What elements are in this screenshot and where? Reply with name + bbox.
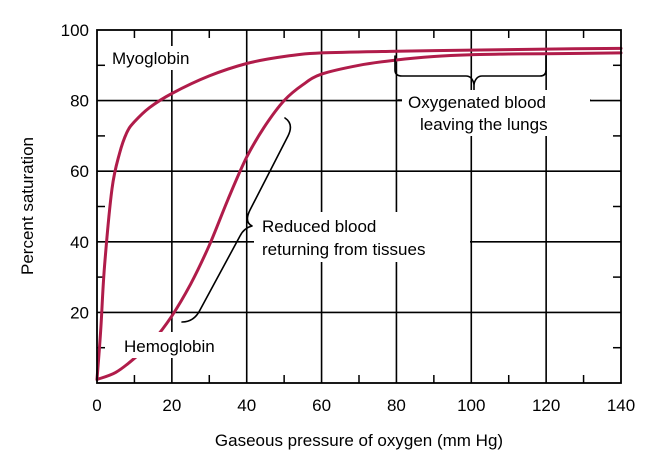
x-axis-label: Gaseous pressure of oxygen (mm Hg) [215, 431, 503, 450]
x-tick-label: 20 [162, 396, 181, 415]
hemoglobin-label-bg [118, 332, 226, 358]
y-tick-label: 60 [70, 162, 89, 181]
y-axis-label: Percent saturation [18, 137, 37, 275]
oxygenated-annotation-line-1: Oxygenated blood [408, 93, 546, 112]
oxygenated-annotation: Oxygenated blood leaving the lungs [408, 93, 551, 134]
reduced-annotation-line-1: Reduced blood [262, 217, 376, 236]
hemoglobin-series-label: Hemoglobin [124, 337, 215, 356]
myoglobin-label-bg [108, 46, 212, 70]
myoglobin-series-label: Myoglobin [112, 49, 190, 68]
y-tick-label: 80 [70, 92, 89, 111]
x-tick-label: 80 [387, 396, 406, 415]
reduced-annotation-line-2: returning from tissues [262, 240, 425, 259]
x-tick-label: 100 [457, 396, 485, 415]
y-tick-label: 40 [70, 233, 89, 252]
x-tick-label: 0 [92, 396, 101, 415]
grid [97, 30, 621, 383]
reduced-annotation: Reduced blood returning from tissues [262, 217, 425, 259]
oxygenated-label-bg [402, 90, 590, 136]
reduced-label-bg [254, 212, 470, 262]
x-tick-label: 140 [607, 396, 635, 415]
reduced-brace [181, 117, 292, 323]
axis-ticks: 0 20 40 60 80 100 120 140 20 40 60 80 100 [61, 21, 636, 415]
myoglobin-curve [95, 46, 623, 381]
x-tick-label: 40 [237, 396, 256, 415]
x-tick-label: 60 [312, 396, 331, 415]
y-tick-label: 20 [70, 303, 89, 322]
oxygenated-annotation-line-2: leaving the lungs [420, 115, 548, 134]
x-tick-label: 120 [532, 396, 560, 415]
plot-frame [96, 29, 622, 384]
y-tick-label: 100 [61, 21, 89, 40]
